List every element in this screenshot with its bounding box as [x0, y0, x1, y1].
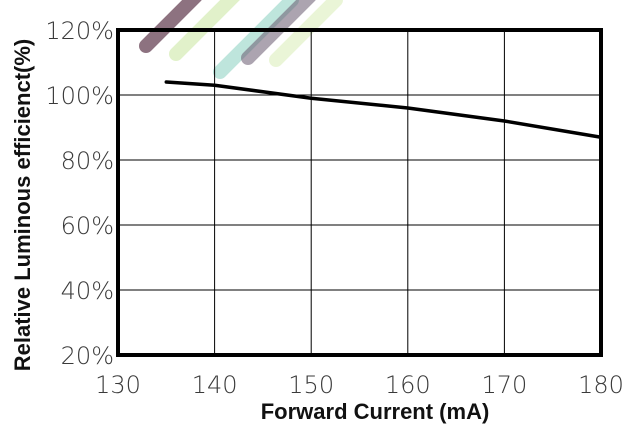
- y-tick-labels: 20% 40% 60% 80% 100% 120%: [45, 17, 114, 370]
- y-tick-label: 60%: [61, 212, 114, 240]
- x-tick-label: 150: [288, 371, 334, 399]
- watermark-stripe: [139, 0, 202, 53]
- grid-lines: [118, 30, 601, 355]
- watermark-stripe: [241, 0, 316, 65]
- series-layer: [164, 80, 603, 139]
- x-tick-label: 140: [192, 371, 238, 399]
- y-tick-label: 40%: [61, 277, 114, 305]
- watermark-stripe: [169, 0, 240, 61]
- x-tick-labels: 130 140 150 160 170 180: [95, 371, 624, 399]
- watermark-logo: [139, 0, 343, 79]
- x-axis-title: Forward Current (mA): [261, 399, 490, 424]
- watermark-stripe: [213, 0, 299, 79]
- y-axis-title: Relative Luminous efficienct(%): [10, 39, 35, 372]
- y-tick-label: 80%: [61, 147, 114, 175]
- y-tick-label: 100%: [45, 82, 114, 110]
- plot-frame: [116, 28, 603, 357]
- x-tick-label: 160: [385, 371, 431, 399]
- x-tick-label: 180: [578, 371, 624, 399]
- y-tick-label: 20%: [61, 342, 114, 370]
- x-tick-label: 130: [95, 371, 141, 399]
- x-tick-label: 170: [481, 371, 527, 399]
- series-line: [164, 80, 603, 139]
- y-tick-label: 120%: [45, 17, 114, 45]
